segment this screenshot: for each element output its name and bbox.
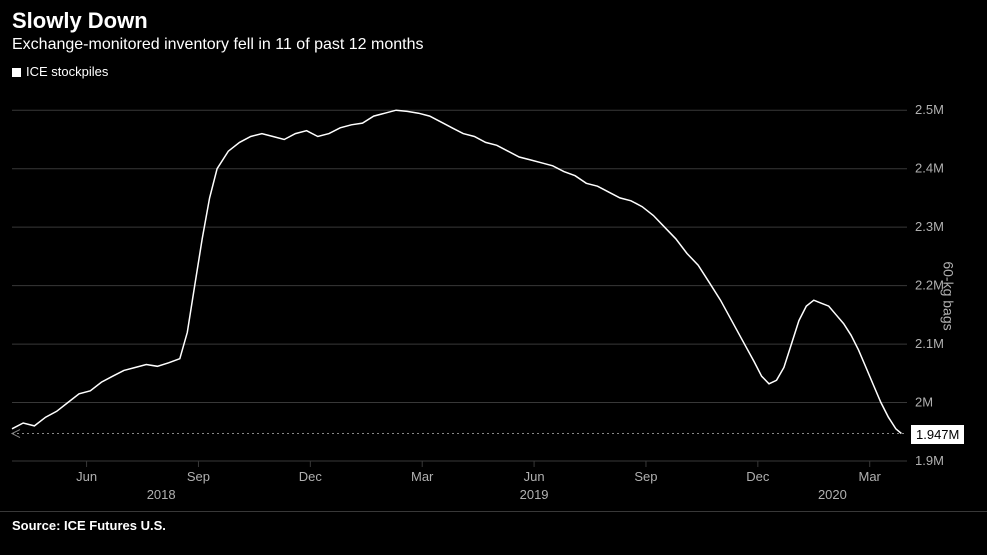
svg-text:1.9M: 1.9M <box>915 453 944 468</box>
svg-text:Sep: Sep <box>187 469 210 484</box>
svg-text:Jun: Jun <box>524 469 545 484</box>
svg-text:2.2M: 2.2M <box>915 278 944 293</box>
svg-text:2.4M: 2.4M <box>915 161 944 176</box>
svg-text:2020: 2020 <box>818 487 847 502</box>
svg-text:2.3M: 2.3M <box>915 219 944 234</box>
legend-marker-icon <box>12 68 21 77</box>
chart-title: Slowly Down <box>0 0 987 36</box>
source-attribution: Source: ICE Futures U.S. <box>0 511 987 539</box>
svg-text:Sep: Sep <box>634 469 657 484</box>
svg-text:2M: 2M <box>915 395 933 410</box>
svg-text:Dec: Dec <box>299 469 323 484</box>
svg-text:2018: 2018 <box>147 487 176 502</box>
legend: ICE stockpiles <box>0 60 987 81</box>
svg-text:Mar: Mar <box>859 469 882 484</box>
last-value-label: 1.947M <box>911 425 964 444</box>
legend-series-label: ICE stockpiles <box>26 64 108 79</box>
svg-text:2.1M: 2.1M <box>915 336 944 351</box>
chart-subtitle: Exchange-monitored inventory fell in 11 … <box>0 36 987 60</box>
svg-text:Jun: Jun <box>76 469 97 484</box>
svg-text:Mar: Mar <box>411 469 434 484</box>
chart-svg: 1.9M 2M 2.1M 2.2M 2.3M 2.4M 2.5M Jun Sep Dec Mar Ju… <box>0 81 987 511</box>
svg-text:2019: 2019 <box>520 487 549 502</box>
chart-area: 1.9M 2M 2.1M 2.2M 2.3M 2.4M 2.5M Jun Sep Dec Mar Ju… <box>0 81 987 511</box>
svg-text:2.5M: 2.5M <box>915 102 944 117</box>
y-axis-title: 60-kg bags <box>940 261 956 330</box>
svg-text:Dec: Dec <box>746 469 770 484</box>
